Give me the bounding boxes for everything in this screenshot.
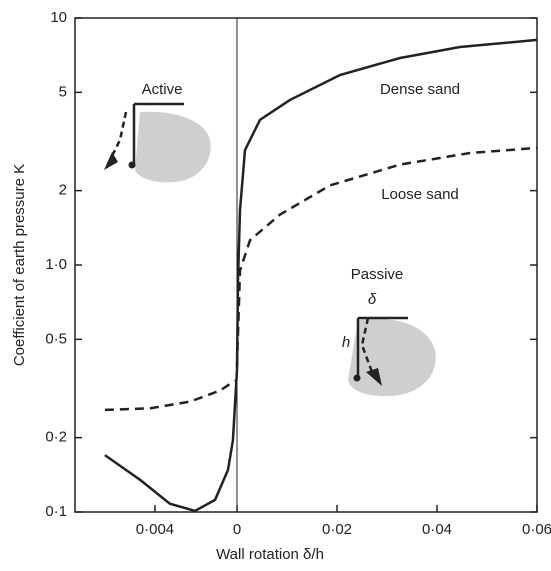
- x-tick-label: 0·004: [136, 521, 174, 538]
- annotation: h: [342, 334, 350, 351]
- y-tick-label: 0·2: [45, 429, 67, 446]
- y-tick-label: 5: [59, 83, 67, 100]
- annotation: Active: [142, 81, 183, 98]
- x-tick-label: 0: [233, 521, 241, 538]
- y-tick-label: 1·0: [45, 256, 67, 273]
- x-tick-label: 0·06: [522, 521, 551, 538]
- series-line: [104, 369, 239, 513]
- y-tick-label: 2: [59, 182, 67, 199]
- series-label: Loose sand: [381, 186, 459, 203]
- series-label: Dense sand: [380, 81, 460, 98]
- annotation: δ: [368, 291, 377, 308]
- active-sketch: [104, 102, 211, 183]
- series-line: [235, 38, 538, 370]
- x-axis-label: Wall rotation δ/h: [216, 546, 324, 563]
- x-tick-label: 0·02: [322, 521, 352, 538]
- y-tick-label: 0·5: [45, 330, 67, 347]
- annotation: Passive: [351, 266, 404, 283]
- series-line: [104, 379, 236, 412]
- y-tick-label: 10: [50, 9, 67, 26]
- y-axis-label: Coefficient of earth pressure K: [11, 164, 28, 366]
- series-line: [235, 146, 538, 367]
- y-tick-label: 0·1: [45, 503, 67, 520]
- passive-sketch: [348, 316, 436, 397]
- x-tick-label: 0·04: [422, 521, 452, 538]
